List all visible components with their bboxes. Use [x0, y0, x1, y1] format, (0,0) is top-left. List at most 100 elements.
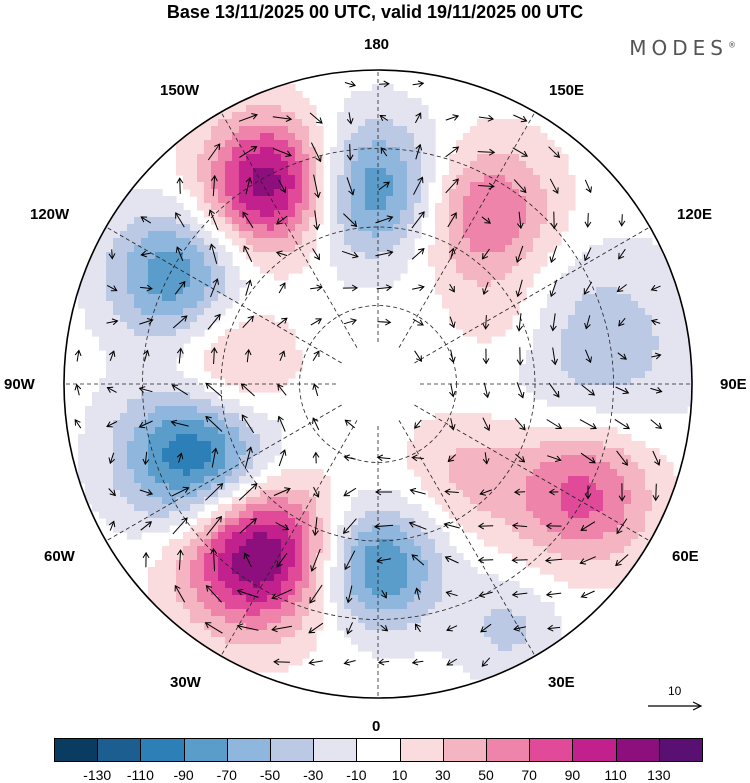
anomaly-cell [148, 483, 156, 491]
anomaly-cell [330, 245, 338, 253]
anomaly-cell [106, 259, 114, 267]
anomaly-cell [260, 616, 268, 624]
anomaly-cell [211, 644, 219, 652]
wind-vector-head [108, 457, 116, 465]
anomaly-cell [582, 301, 590, 309]
anomaly-cell [337, 567, 345, 575]
anomaly-cell [344, 602, 352, 610]
anomaly-cell [533, 434, 541, 442]
anomaly-cell [554, 329, 562, 337]
anomaly-cell [316, 203, 324, 211]
anomaly-cell [463, 147, 471, 155]
anomaly-cell [449, 154, 457, 162]
anomaly-cell [428, 119, 436, 127]
anomaly-cell [225, 378, 233, 386]
wind-vector [379, 115, 389, 121]
wind-vector-head [315, 155, 322, 163]
anomaly-cell [617, 315, 625, 323]
anomaly-cell [309, 546, 317, 554]
anomaly-cell [470, 441, 478, 449]
anomaly-cell [253, 175, 261, 183]
wind-vector-head [448, 247, 456, 255]
anomaly-cell [190, 245, 198, 253]
anomaly-cell [631, 399, 639, 407]
anomaly-cell [155, 364, 163, 372]
wind-vector-head [418, 248, 425, 255]
anomaly-cell [295, 476, 303, 484]
anomaly-cell [449, 567, 457, 575]
anomaly-cell [337, 161, 345, 169]
anomaly-cell [575, 553, 583, 561]
anomaly-cell [589, 546, 597, 554]
anomaly-cell [162, 448, 170, 456]
anomaly-cell [225, 399, 233, 407]
anomaly-cell [547, 140, 555, 148]
anomaly-cell [428, 602, 436, 610]
anomaly-cell [344, 98, 352, 106]
anomaly-cell [183, 588, 191, 596]
anomaly-cell [526, 588, 534, 596]
anomaly-cell [470, 497, 478, 505]
anomaly-cell [176, 336, 184, 344]
wind-vector [377, 558, 391, 562]
anomaly-cell [260, 588, 268, 596]
anomaly-cell [449, 623, 457, 631]
anomaly-cell [260, 427, 268, 435]
anomaly-cell [666, 322, 674, 330]
anomaly-cell [148, 259, 156, 267]
anomaly-cell [456, 259, 464, 267]
wind-vector [310, 318, 322, 326]
wind-vector [344, 419, 356, 429]
anomaly-cell [463, 476, 471, 484]
anomaly-cell [246, 665, 254, 673]
anomaly-cell [400, 133, 408, 141]
anomaly-cell [337, 210, 345, 218]
anomaly-cell [141, 287, 149, 295]
anomaly-cell [498, 476, 506, 484]
anomaly-cell [645, 357, 653, 365]
anomaly-cell [260, 420, 268, 428]
anomaly-cell [197, 609, 205, 617]
anomaly-cell [218, 119, 226, 127]
anomaly-cell [134, 378, 142, 386]
anomaly-cell [148, 301, 156, 309]
anomaly-cell [246, 497, 254, 505]
anomaly-cell [680, 322, 688, 330]
anomaly-cell [141, 441, 149, 449]
anomaly-cell [435, 532, 443, 540]
anomaly-cell [253, 168, 261, 176]
anomaly-cell [652, 273, 660, 281]
anomaly-cell [302, 252, 310, 260]
anomaly-cell [386, 133, 394, 141]
anomaly-cell [435, 434, 443, 442]
anomaly-cell [463, 651, 471, 659]
anomaly-cell [211, 392, 219, 400]
anomaly-cell [365, 553, 373, 561]
anomaly-cell [568, 294, 576, 302]
anomaly-cell [120, 315, 128, 323]
anomaly-cell [610, 532, 618, 540]
anomaly-cell [491, 287, 499, 295]
anomaly-cell [526, 378, 534, 386]
anomaly-cell [302, 182, 310, 190]
anomaly-cell [512, 217, 520, 225]
anomaly-cell [113, 231, 121, 239]
anomaly-cell [134, 413, 142, 421]
anomaly-cell [267, 651, 275, 659]
anomaly-cell [631, 455, 639, 463]
anomaly-cell [316, 595, 324, 603]
anomaly-cell [232, 147, 240, 155]
anomaly-cell [274, 105, 282, 113]
anomaly-cell [274, 203, 282, 211]
anomaly-cell [197, 126, 205, 134]
anomaly-cell [106, 308, 114, 316]
anomaly-cell [92, 427, 100, 435]
wind-vector-head [243, 552, 250, 560]
anomaly-cell [141, 462, 149, 470]
anomaly-cell [176, 203, 184, 211]
anomaly-cell [267, 343, 275, 351]
anomaly-cell [183, 147, 191, 155]
anomaly-cell [463, 581, 471, 589]
anomaly-cell [491, 259, 499, 267]
anomaly-cell [358, 644, 366, 652]
